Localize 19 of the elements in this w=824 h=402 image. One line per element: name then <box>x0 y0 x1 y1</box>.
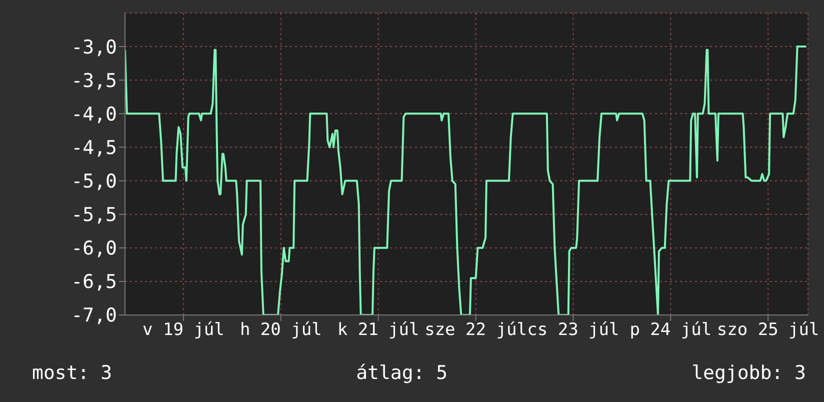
y-tick-label: -4,0 <box>71 103 117 126</box>
y-tick-label: -5,0 <box>71 170 117 193</box>
x-tick-label: k 21 júl <box>337 320 420 340</box>
text: átlag: 5 <box>356 362 448 384</box>
x-tick-label: szo 25 júl <box>716 320 820 340</box>
x-tick-label: p 24 júl <box>630 320 712 340</box>
x-tick-label: cs 23 júl <box>527 320 620 340</box>
text: most: 3 <box>32 362 112 384</box>
y-tick-label: -6,5 <box>71 271 117 294</box>
x-tick-label: h 20 júl <box>240 320 322 340</box>
y-tick-label: -4,5 <box>71 136 117 159</box>
text: legjobb: 3 <box>692 362 806 384</box>
y-tick-label: -7,0 <box>71 304 117 327</box>
y-tick-label: -6,0 <box>71 238 117 260</box>
x-tick-label: sze 22 júl <box>424 320 527 340</box>
y-tick-label: -5,5 <box>71 204 117 226</box>
y-tick-label: -3,5 <box>71 70 117 92</box>
x-tick-label: v 19 júl <box>142 320 224 340</box>
y-tick-label: -3,0 <box>71 36 117 58</box>
